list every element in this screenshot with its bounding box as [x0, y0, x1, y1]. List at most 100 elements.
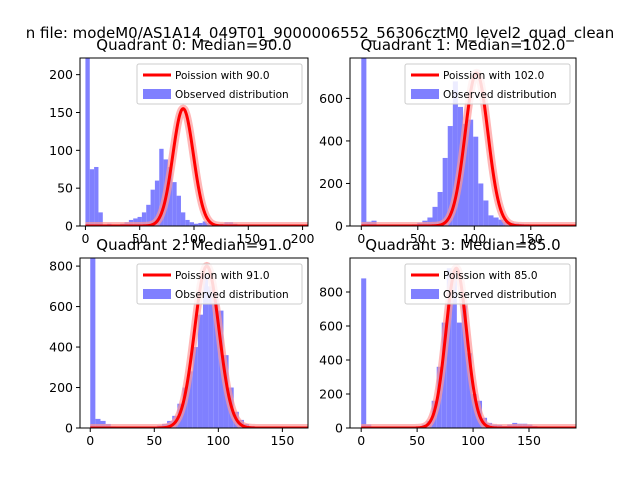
histogram-bar: [192, 347, 198, 428]
legend-hist-label: Observed distribution: [443, 289, 557, 301]
legend-fit-label: Poission with 91.0: [175, 270, 270, 282]
y-tick-label: 600: [49, 299, 73, 314]
x-tick-label: 150: [519, 231, 543, 246]
histogram-bar: [432, 206, 438, 226]
y-tick-label: 150: [49, 105, 73, 120]
histogram-bar: [137, 216, 142, 226]
legend: Poission with 90.0 Observed distribution: [136, 63, 303, 105]
legend-fit-label: Poission with 102.0: [443, 70, 544, 82]
legend-box: [136, 263, 303, 305]
histogram-bar: [473, 136, 479, 226]
poisson-fit-curve: [85, 107, 308, 226]
histogram-bar: [451, 271, 457, 428]
legend: Poission with 85.0 Observed distribution: [404, 263, 571, 305]
legend: Poission with 102.0 Observed distribution: [404, 63, 571, 105]
histogram-bar: [90, 258, 96, 428]
y-tick-label: 0: [65, 421, 73, 436]
x-tick-label: 150: [270, 433, 294, 448]
histogram-bar: [176, 195, 181, 226]
y-tick-label: 0: [65, 219, 73, 234]
histogram-bar: [146, 204, 151, 226]
histogram-bar: [442, 157, 448, 226]
y-tick-label: 600: [319, 91, 343, 106]
y-tick-label: 0: [335, 219, 343, 234]
y-tick-label: 0: [335, 421, 343, 436]
histogram-bar: [180, 212, 186, 226]
y-tick-label: 50: [57, 181, 73, 196]
histogram-bar: [89, 169, 95, 226]
y-tick-label: 800: [319, 285, 343, 300]
y-tick-label: 200: [319, 387, 343, 402]
histogram-bar: [95, 418, 101, 428]
histogram-bar: [452, 81, 458, 226]
x-tick-label: 0: [86, 433, 94, 448]
histogram-bar: [468, 119, 474, 226]
histogram-bar: [98, 212, 103, 226]
histogram-bar: [483, 200, 489, 226]
plot-area: [361, 263, 576, 428]
y-tick-label: 400: [319, 353, 343, 368]
chart-title: Quadrant 2: Median=91.0: [96, 236, 291, 254]
chart-quadrant-1: 0 50 100 150 0 200 400 600 Quadrant 1: Median=10…: [319, 36, 577, 246]
histogram-bar: [172, 182, 177, 226]
x-tick-label: 50: [410, 231, 426, 246]
legend-hist-swatch: [411, 289, 439, 299]
axes-frame: [349, 57, 577, 227]
y-tick-label: 800: [49, 259, 73, 274]
x-tick-label: 0: [81, 231, 89, 246]
histogram-bar: [478, 183, 484, 226]
legend-fit-label: Poission with 85.0: [443, 270, 538, 282]
histogram-bar: [159, 148, 164, 226]
histogram-bar: [189, 222, 194, 226]
histogram-bar: [493, 217, 499, 226]
histogram-bar: [447, 126, 453, 226]
histogram-bar: [194, 223, 199, 226]
poisson-fit-curve: [361, 266, 576, 428]
x-tick-label: 100: [461, 433, 485, 448]
histogram-bar: [437, 191, 443, 226]
histogram-bar: [202, 276, 209, 428]
legend-hist-label: Observed distribution: [175, 289, 289, 301]
histogram-bar: [85, 58, 90, 226]
y-tick-label: 200: [49, 67, 73, 82]
histogram-bar: [94, 166, 99, 226]
x-tick-label: 150: [236, 231, 260, 246]
x-tick-label: 150: [517, 433, 541, 448]
histogram-bar: [208, 286, 214, 428]
histogram-bar: [213, 298, 219, 428]
y-tick-label: 200: [319, 176, 343, 191]
histogram-bar: [361, 278, 367, 428]
legend-hist-label: Observed distribution: [175, 89, 289, 101]
histogram-bar: [167, 166, 173, 226]
x-tick-label: 100: [462, 231, 486, 246]
y-tick-label: 400: [49, 340, 73, 355]
legend-hist-swatch: [143, 89, 171, 99]
axes-frame: [79, 257, 309, 429]
chart-title: Quadrant 1: Median=102.0: [361, 36, 566, 54]
legend-box: [404, 63, 571, 105]
legend-box: [404, 263, 571, 305]
x-tick-label: 50: [132, 231, 148, 246]
legend-hist-label: Observed distribution: [443, 89, 557, 101]
histogram-bar: [185, 219, 190, 226]
histogram-bar: [150, 189, 155, 226]
histogram-bar: [197, 314, 203, 428]
histogram-bar: [446, 268, 452, 428]
chart-quadrant-3: 0 50 100 150 0 200 400 600 800 Quadrant 3: Median…: [319, 236, 577, 448]
figure-suptitle: n file: modeM0/AS1A14_049T01_9000006552_…: [26, 24, 615, 43]
histogram-bar: [187, 371, 193, 428]
histogram-bar: [198, 222, 203, 226]
x-tick-label: 0: [357, 231, 365, 246]
histogram-bar: [427, 217, 433, 226]
histogram-bar: [463, 123, 469, 226]
plot-area: [85, 58, 308, 226]
histogram-bar: [461, 305, 467, 428]
x-tick-label: 50: [146, 433, 162, 448]
legend-box: [136, 63, 303, 105]
y-tick-label: 600: [319, 319, 343, 334]
legend-fit-label: Poission with 90.0: [175, 70, 270, 82]
legend-hist-swatch: [143, 289, 171, 299]
x-tick-label: 100: [182, 231, 206, 246]
x-tick-label: 0: [357, 433, 365, 448]
chart-grid: 0 50 100 150 200 0 50 100 150 200 Quadrant 0: Medi…: [49, 36, 577, 448]
